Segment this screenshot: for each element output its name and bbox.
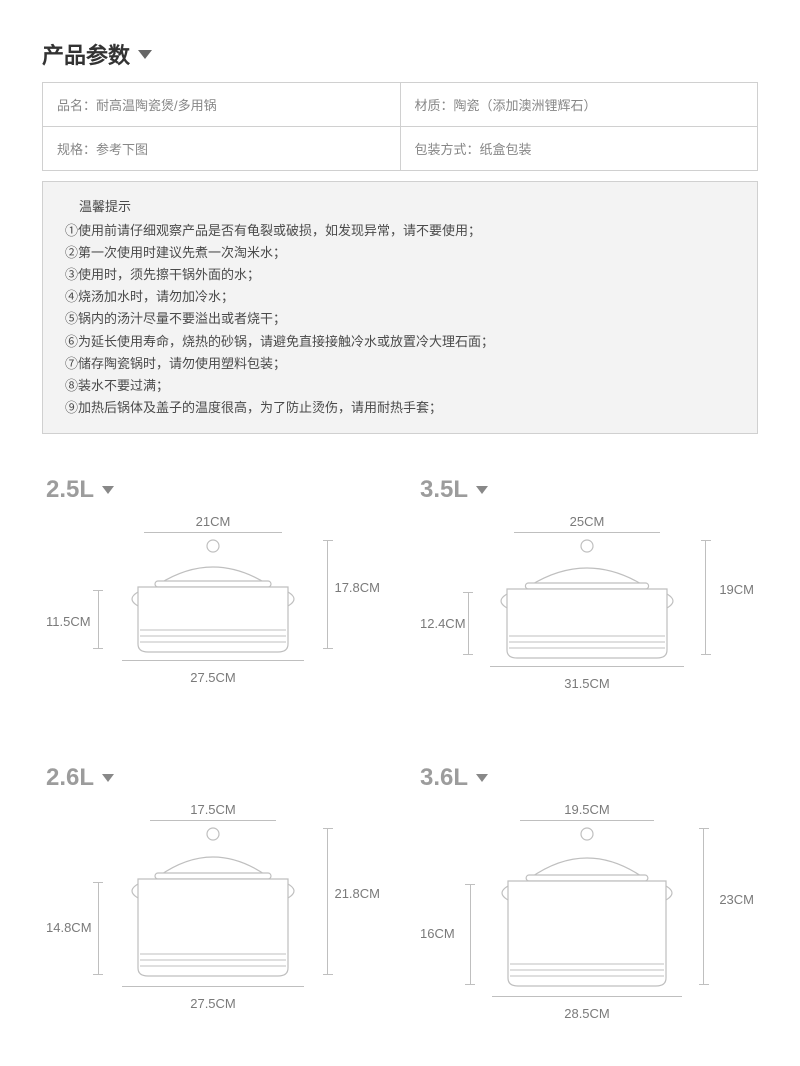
dim-tick xyxy=(701,654,711,655)
dropdown-icon xyxy=(102,774,114,782)
dim-tick xyxy=(93,974,103,975)
pot-spec: 2.6L 17.5CM 14.8CM 21.8CM 27.5CM xyxy=(46,764,380,1036)
dim-tick xyxy=(93,648,103,649)
dim-line xyxy=(470,884,471,984)
dim-tick xyxy=(463,592,473,593)
tips-list: ①使用前请仔细观察产品是否有龟裂或破损，如发现异常，请不要使用；②第一次使用时建… xyxy=(65,220,735,419)
dim-line xyxy=(327,828,328,974)
spec-cell: 包装方式：纸盒包装 xyxy=(400,127,758,171)
dim-tick xyxy=(323,648,333,649)
tip-line: ④烧汤加水时，请勿加冷水； xyxy=(65,286,735,308)
dropdown-icon xyxy=(476,486,488,494)
section-header: 产品参数 xyxy=(42,38,758,70)
dim-bottom-label: 28.5CM xyxy=(420,1006,754,1021)
dim-top-label: 17.5CM xyxy=(46,802,380,817)
dim-top-label: 19.5CM xyxy=(420,802,754,817)
size-header: 3.6L xyxy=(420,764,754,792)
dropdown-icon xyxy=(102,486,114,494)
tip-line: ⑦储存陶瓷锅时，请勿使用塑料包装； xyxy=(65,353,735,375)
dim-line xyxy=(144,532,282,533)
dim-tick xyxy=(465,884,475,885)
spec-row: 规格：参考下图包装方式：纸盒包装 xyxy=(43,127,758,171)
dim-right-label: 17.8CM xyxy=(334,580,380,595)
dim-left-label: 14.8CM xyxy=(46,920,92,935)
dim-line xyxy=(468,592,469,654)
dim-line xyxy=(98,882,99,974)
tips-title: 温馨提示 xyxy=(65,196,735,218)
dim-left-label: 11.5CM xyxy=(46,614,91,629)
dim-tick xyxy=(93,882,103,883)
dim-bottom-label: 31.5CM xyxy=(420,676,754,691)
dim-top-label: 21CM xyxy=(46,514,380,529)
pot-diagram: 21CM 11.5CM 17.8CM 27.5CM xyxy=(46,514,380,724)
tip-line: ②第一次使用时建议先煮一次淘米水； xyxy=(65,242,735,264)
pot-icon xyxy=(487,536,687,679)
spec-table: 品名：耐高温陶瓷煲/多用锅材质：陶瓷（添加澳洲锂辉石）规格：参考下图包装方式：纸… xyxy=(42,82,758,171)
pot-icon xyxy=(118,824,308,997)
spec-cell: 规格：参考下图 xyxy=(43,127,401,171)
size-label: 2.5L xyxy=(46,476,94,504)
size-header: 3.5L xyxy=(420,476,754,504)
dim-tick xyxy=(93,590,103,591)
pot-icon xyxy=(488,824,686,1007)
dim-tick xyxy=(323,828,333,829)
spec-cell: 品名：耐高温陶瓷煲/多用锅 xyxy=(43,83,401,127)
pot-spec: 2.5L 21CM 11.5CM 17.8CM 27.5CM xyxy=(46,476,380,724)
dim-line xyxy=(490,666,684,667)
size-label: 3.5L xyxy=(420,476,468,504)
dim-line xyxy=(150,820,276,821)
pot-diagram: 19.5CM 16CM 23CM 28.5CM xyxy=(420,802,754,1036)
dim-right-label: 21.8CM xyxy=(334,886,380,901)
dim-top-label: 25CM xyxy=(420,514,754,529)
page: 产品参数 品名：耐高温陶瓷煲/多用锅材质：陶瓷（添加澳洲锂辉石）规格：参考下图包… xyxy=(0,0,800,1066)
tip-line: ⑧装水不要过满； xyxy=(65,375,735,397)
dim-tick xyxy=(463,654,473,655)
tips-box: 温馨提示 ①使用前请仔细观察产品是否有龟裂或破损，如发现异常，请不要使用；②第一… xyxy=(42,181,758,434)
dim-tick xyxy=(699,984,709,985)
dim-line xyxy=(703,828,704,984)
pot-diagram: 25CM 12.4CM 19CM 31.5CM xyxy=(420,514,754,724)
dim-left-label: 16CM xyxy=(420,926,455,941)
pot-diagram: 17.5CM 14.8CM 21.8CM 27.5CM xyxy=(46,802,380,1026)
dim-line xyxy=(327,540,328,648)
size-header: 2.6L xyxy=(46,764,380,792)
dim-line xyxy=(122,986,304,987)
tip-line: ①使用前请仔细观察产品是否有龟裂或破损，如发现异常，请不要使用； xyxy=(65,220,735,242)
pot-icon xyxy=(118,536,308,673)
dim-right-label: 19CM xyxy=(719,582,754,597)
dim-left-label: 12.4CM xyxy=(420,616,466,631)
pot-spec: 3.6L 19.5CM 16CM 23CM 28.5CM xyxy=(420,764,754,1036)
spec-row: 品名：耐高温陶瓷煲/多用锅材质：陶瓷（添加澳洲锂辉石） xyxy=(43,83,758,127)
tip-line: ③使用时，须先擦干锅外面的水； xyxy=(65,264,735,286)
dropdown-icon xyxy=(138,50,152,59)
section-title: 产品参数 xyxy=(42,38,130,70)
dim-line xyxy=(492,996,682,997)
dim-tick xyxy=(323,974,333,975)
dim-line xyxy=(705,540,706,654)
dim-bottom-label: 27.5CM xyxy=(46,670,380,685)
dim-tick xyxy=(699,828,709,829)
dropdown-icon xyxy=(476,774,488,782)
dim-right-label: 23CM xyxy=(719,892,754,907)
size-label: 2.6L xyxy=(46,764,94,792)
dim-line xyxy=(520,820,654,821)
pot-spec: 3.5L 25CM 12.4CM 19CM 31.5CM xyxy=(420,476,754,724)
dim-line xyxy=(122,660,304,661)
spec-cell: 材质：陶瓷（添加澳洲锂辉石） xyxy=(400,83,758,127)
dim-line xyxy=(98,590,99,648)
tip-line: ⑨加热后锅体及盖子的温度很高，为了防止烫伤，请用耐热手套； xyxy=(65,397,735,419)
size-header: 2.5L xyxy=(46,476,380,504)
dim-tick xyxy=(323,540,333,541)
tip-line: ⑥为延长使用寿命，烧热的砂锅，请避免直接接触冷水或放置冷大理石面； xyxy=(65,331,735,353)
tip-line: ⑤锅内的汤汁尽量不要溢出或者烧干； xyxy=(65,308,735,330)
dim-tick xyxy=(701,540,711,541)
pot-grid: 2.5L 21CM 11.5CM 17.8CM 27.5CM xyxy=(42,476,758,1036)
size-label: 3.6L xyxy=(420,764,468,792)
dim-bottom-label: 27.5CM xyxy=(46,996,380,1011)
dim-tick xyxy=(465,984,475,985)
dim-line xyxy=(514,532,660,533)
